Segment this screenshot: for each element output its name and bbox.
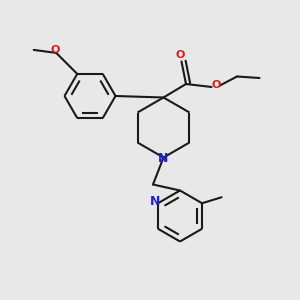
Text: N: N <box>150 195 160 208</box>
Text: O: O <box>211 80 221 91</box>
Text: N: N <box>158 152 169 166</box>
Text: O: O <box>50 45 59 55</box>
Text: O: O <box>175 50 185 61</box>
